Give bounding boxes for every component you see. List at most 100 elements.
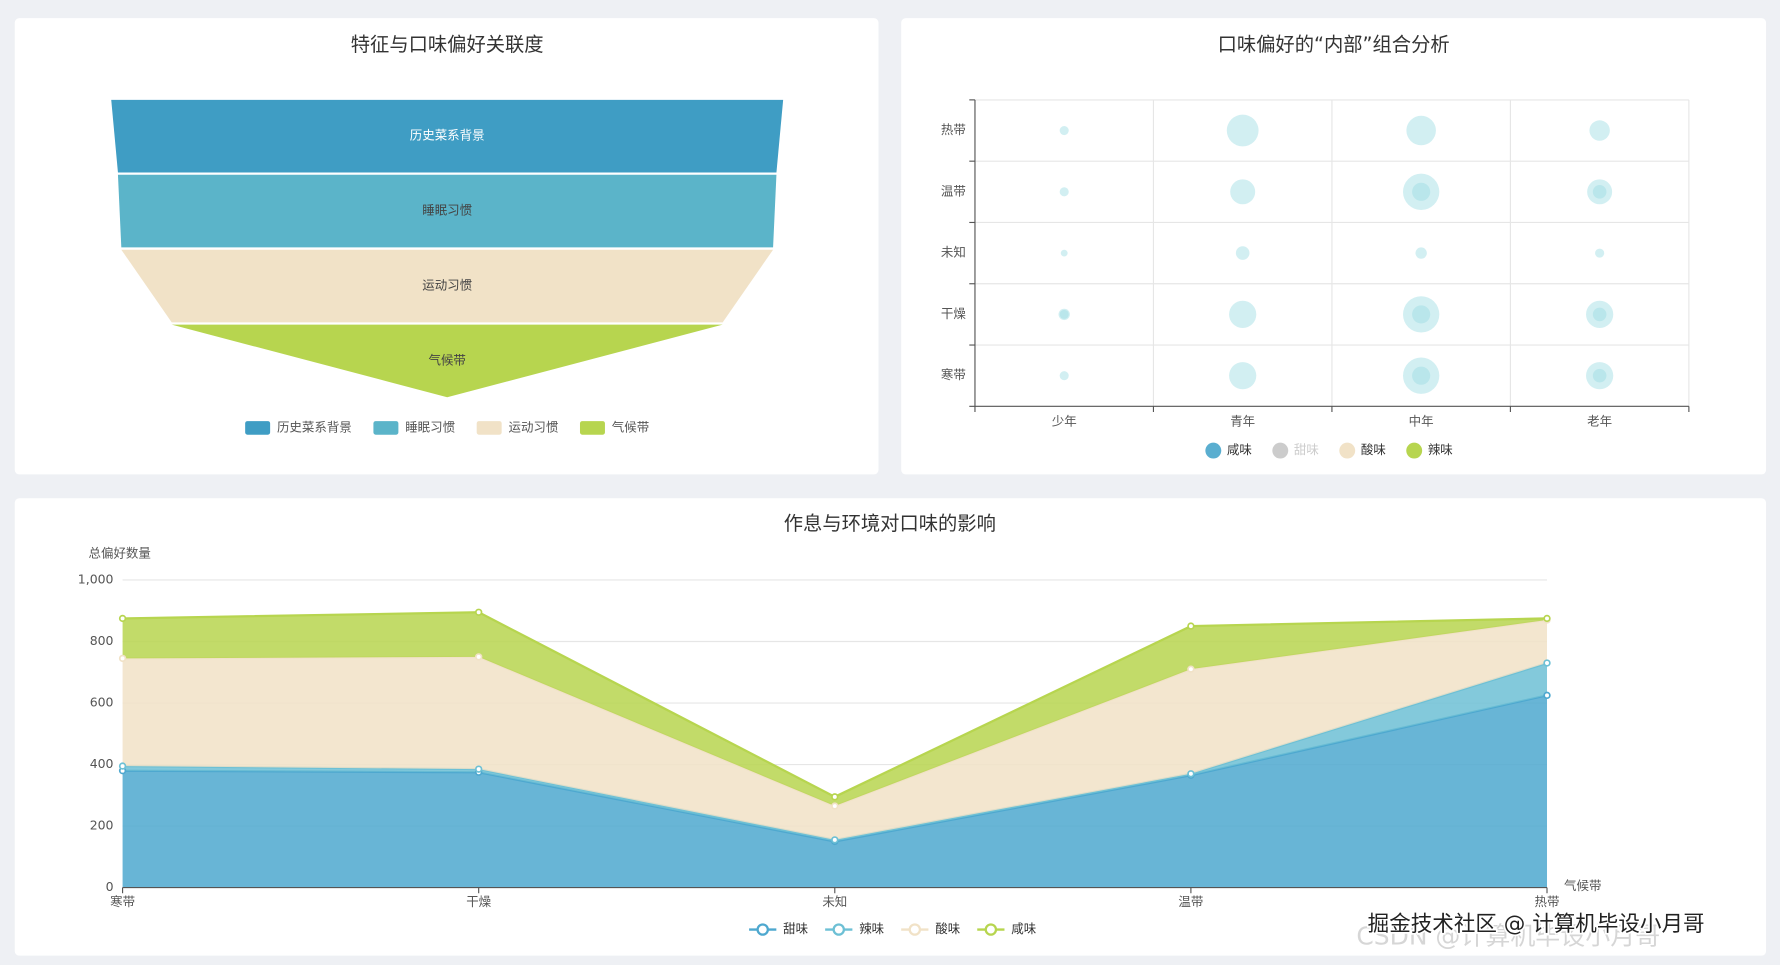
- legend-swatch: [984, 923, 998, 936]
- y-tick-label: 600: [90, 695, 114, 710]
- x-tick-label: 温带: [1178, 894, 1203, 909]
- legend-label: 睡眠习惯: [405, 419, 455, 434]
- bubble: [1412, 366, 1431, 385]
- bubble: [1595, 248, 1605, 258]
- watermark: CSDN @计算机毕设小月哥: [1356, 922, 1660, 951]
- legend-label[interactable]: 咸味: [1011, 921, 1036, 936]
- y-axis-label: 总偏好数量: [89, 545, 151, 560]
- bubble: [1235, 246, 1250, 260]
- y-tick-label: 热带: [941, 122, 966, 137]
- y-tick-label: 1,000: [78, 571, 114, 586]
- funnel-segment: [171, 324, 723, 398]
- x-tick-label: 未知: [822, 894, 847, 909]
- bubble: [1415, 247, 1427, 259]
- x-tick-label: 寒带: [110, 894, 135, 909]
- area: [122, 695, 1548, 888]
- chart-title: 作息与环境对口味的影响: [784, 512, 996, 535]
- area: [122, 619, 1548, 840]
- watermark: 掘金技术社区 @ 计算机毕设小月哥: [1368, 912, 1705, 937]
- bubble: [1586, 362, 1614, 390]
- legend-swatch: [1272, 442, 1289, 459]
- segment-label: 历史菜系背景: [410, 128, 485, 143]
- funnel-segment: [121, 249, 774, 323]
- x-tick-label: 中年: [1409, 414, 1434, 429]
- legend-label[interactable]: 酸味: [935, 921, 960, 936]
- legend-swatch: [245, 421, 271, 435]
- legend-swatch: [476, 421, 502, 435]
- x-tick-label: 热带: [1535, 894, 1560, 909]
- bubble: [1587, 179, 1613, 205]
- legend-label[interactable]: 辣味: [1428, 442, 1453, 457]
- panel: [901, 18, 1767, 475]
- bubble: [1592, 368, 1607, 383]
- segment-label: 睡眠习惯: [422, 203, 472, 218]
- bubble: [1592, 307, 1607, 322]
- canvas: 特征与口味偏好关联度 口味偏好的“内部”组合分析 作息与环境对口味的影响 总偏好…: [14, 18, 1767, 956]
- point: [1187, 665, 1195, 673]
- y-tick-label: 温带: [941, 183, 966, 198]
- x-tick-label: 少年: [1052, 414, 1077, 429]
- legend-label: 运动习惯: [508, 419, 558, 434]
- bubble: [1059, 187, 1069, 197]
- point: [831, 802, 839, 810]
- y-tick-label: 寒带: [941, 367, 966, 382]
- point: [118, 654, 127, 663]
- y-tick-label: 干燥: [941, 306, 966, 321]
- y-tick-label: 0: [106, 879, 114, 894]
- bubble: [1412, 182, 1431, 201]
- y-tick-label: 未知: [941, 245, 966, 260]
- bubble: [1403, 357, 1440, 394]
- bubble: [1060, 249, 1068, 257]
- legend-swatch: [579, 421, 605, 435]
- point: [1543, 614, 1551, 623]
- x-tick-label: 青年: [1230, 414, 1255, 429]
- legend-label: 历史菜系背景: [277, 419, 352, 434]
- legend-swatch: [908, 923, 922, 936]
- legend-label: 气候带: [612, 419, 649, 434]
- bubble: [1412, 305, 1431, 324]
- legend-swatch: [373, 421, 399, 435]
- funnel-segment: [111, 99, 784, 173]
- bubble: [1403, 173, 1440, 210]
- segment-label: 气候带: [428, 352, 465, 367]
- x-axis-label: 气候带: [1564, 878, 1601, 893]
- point: [831, 836, 839, 844]
- bubble: [1586, 300, 1614, 329]
- chart-title: 口味偏好的“内部”组合分析: [1218, 33, 1450, 56]
- bubble: [1403, 296, 1440, 333]
- y-tick-label: 800: [90, 633, 114, 648]
- point: [1543, 659, 1551, 667]
- point: [831, 793, 839, 801]
- area: [122, 612, 1548, 807]
- funnel-segment: [117, 174, 777, 248]
- bubble: [1058, 308, 1070, 321]
- legend-label[interactable]: 咸味: [1227, 442, 1252, 457]
- legend-label[interactable]: 辣味: [859, 921, 884, 936]
- legend-swatch: [756, 923, 769, 936]
- bubble: [1589, 120, 1610, 141]
- bubble: [1229, 362, 1257, 390]
- legend-swatch: [832, 923, 846, 936]
- legend-label[interactable]: 酸味: [1361, 442, 1386, 457]
- legend-label[interactable]: 甜味: [1294, 442, 1319, 457]
- point: [118, 614, 127, 623]
- y-tick-label: 200: [90, 818, 114, 833]
- legend-swatch: [1406, 442, 1423, 459]
- x-tick-label: 干燥: [466, 894, 491, 909]
- legend-swatch: [1339, 442, 1356, 459]
- point: [1187, 770, 1195, 778]
- legend-label[interactable]: 甜味: [783, 921, 808, 936]
- bubble: [1592, 185, 1607, 199]
- point: [1187, 622, 1195, 630]
- bubble: [1406, 115, 1436, 146]
- bubble: [1226, 114, 1259, 147]
- bubble: [1059, 309, 1069, 319]
- segment-label: 运动习惯: [422, 278, 472, 293]
- chart-title: 特征与口味偏好关联度: [351, 33, 544, 56]
- bubble: [1059, 371, 1069, 381]
- point: [474, 765, 483, 773]
- legend-swatch: [1205, 442, 1222, 459]
- bubble: [1059, 125, 1069, 136]
